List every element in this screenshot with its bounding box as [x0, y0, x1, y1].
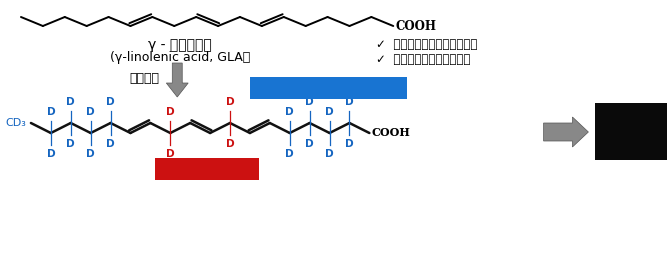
FancyBboxPatch shape	[155, 158, 259, 180]
Text: D: D	[166, 149, 175, 159]
Text: ラマンイメージング: ラマンイメージング	[291, 81, 366, 95]
FancyArrow shape	[166, 63, 188, 97]
Text: D: D	[86, 107, 95, 117]
Text: COOH: COOH	[395, 20, 436, 32]
FancyArrow shape	[543, 117, 588, 147]
Text: D: D	[325, 149, 334, 159]
Text: D: D	[107, 139, 115, 149]
Text: CD₃: CD₃	[5, 118, 26, 128]
Text: COOH: COOH	[371, 128, 410, 139]
FancyBboxPatch shape	[250, 77, 407, 99]
Text: D: D	[46, 149, 55, 159]
Text: D: D	[285, 149, 294, 159]
Text: D: D	[306, 97, 314, 107]
Text: 作用メカニズム: 作用メカニズム	[605, 118, 657, 131]
Text: D: D	[166, 107, 175, 117]
Text: D: D	[285, 107, 294, 117]
Text: D: D	[86, 149, 95, 159]
Text: D: D	[226, 97, 234, 107]
Text: D: D	[66, 97, 75, 107]
Text: D: D	[46, 107, 55, 117]
Text: D: D	[66, 139, 75, 149]
Text: γ - リノレン酸: γ - リノレン酸	[148, 38, 212, 52]
FancyBboxPatch shape	[596, 103, 667, 160]
Text: D: D	[306, 139, 314, 149]
Text: (γ-linolenic acid, GLA）: (γ-linolenic acid, GLA）	[110, 51, 251, 64]
Text: ✓  詳細なメカニズムは不明: ✓ 詳細なメカニズムは不明	[377, 53, 471, 66]
Text: D: D	[107, 97, 115, 107]
Text: D: D	[226, 139, 234, 149]
Text: D: D	[325, 107, 334, 117]
Text: D: D	[345, 97, 354, 107]
Text: 代謟ブロック: 代謟ブロック	[183, 163, 231, 175]
Text: の解析: の解析	[620, 133, 643, 146]
Text: D: D	[345, 139, 354, 149]
Text: ✓  がん細胞選択的な細胞毒性: ✓ がん細胞選択的な細胞毒性	[377, 38, 478, 51]
Text: 重水素化: 重水素化	[129, 73, 159, 86]
